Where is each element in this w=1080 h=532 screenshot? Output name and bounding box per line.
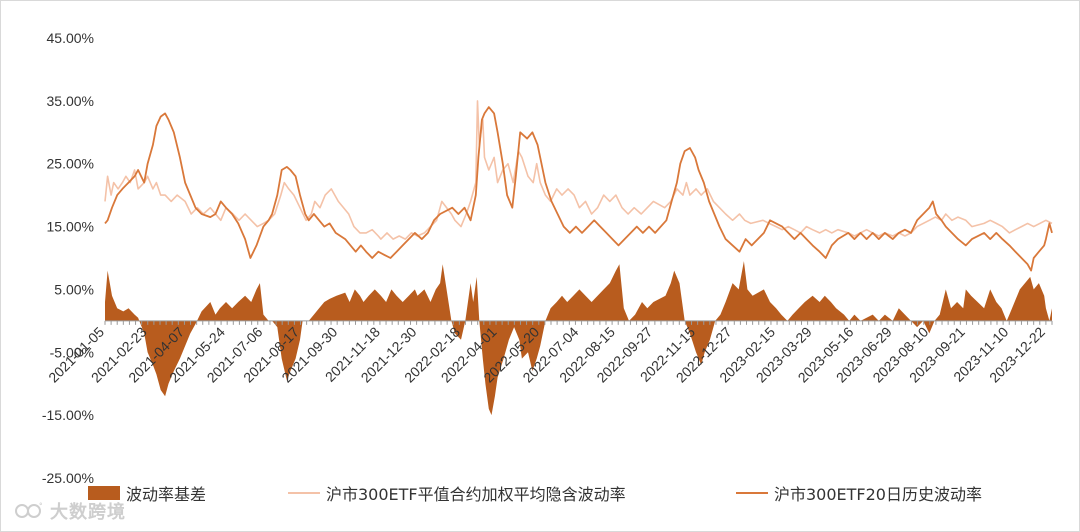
basis-area-layer [105,261,1052,416]
y-tick-label: 15.00% [47,219,94,235]
y-tick-label: -5.00% [50,344,94,360]
y-tick-label: 35.00% [47,93,94,109]
y-tick-label: -25.00% [42,470,94,486]
legend-item-basis: 波动率基差 [88,480,206,506]
legend-item-implied-vol: 沪市300ETF平值合约加权平均隐含波动率 [288,480,626,506]
x-axis-labels: 2021-01-052021-02-232021-04-072021-05-24… [45,323,1048,385]
legend-label-historical-vol: 沪市300ETF20日历史波动率 [774,485,982,504]
legend-swatch-basis [88,486,120,500]
series-line-historical-vol [104,106,1053,272]
y-tick-label: 25.00% [47,156,94,172]
y-tick-label: 45.00% [47,30,94,46]
x-axis [104,320,1053,325]
y-tick-label: 5.00% [54,281,94,297]
svg-text:°: ° [39,502,44,510]
y-tick-label: -15.00% [42,407,94,423]
legend-swatch-implied-vol [288,492,320,494]
legend-swatch-historical-vol [736,492,768,494]
watermark-logo-icon: ° [15,502,44,518]
series-line-implied-vol [104,100,1053,240]
legend-label-implied-vol: 沪市300ETF平值合约加权平均隐含波动率 [326,485,626,504]
y-axis: 45.00% 35.00% 25.00% 15.00% 5.00% -5.00% -15.0… [42,30,94,486]
legend: 波动率基差 沪市300ETF平值合约加权平均隐含波动率 沪市300ETF20日历… [88,480,1078,506]
legend-item-historical-vol: 沪市300ETF20日历史波动率 [736,480,982,506]
legend-label-basis: 波动率基差 [126,485,207,504]
watermark-text: 大数跨境 [50,502,126,523]
series-area-basis [105,261,1052,416]
watermark: ° 大数跨境 [14,498,126,524]
volatility-lines-layer [104,100,1053,272]
